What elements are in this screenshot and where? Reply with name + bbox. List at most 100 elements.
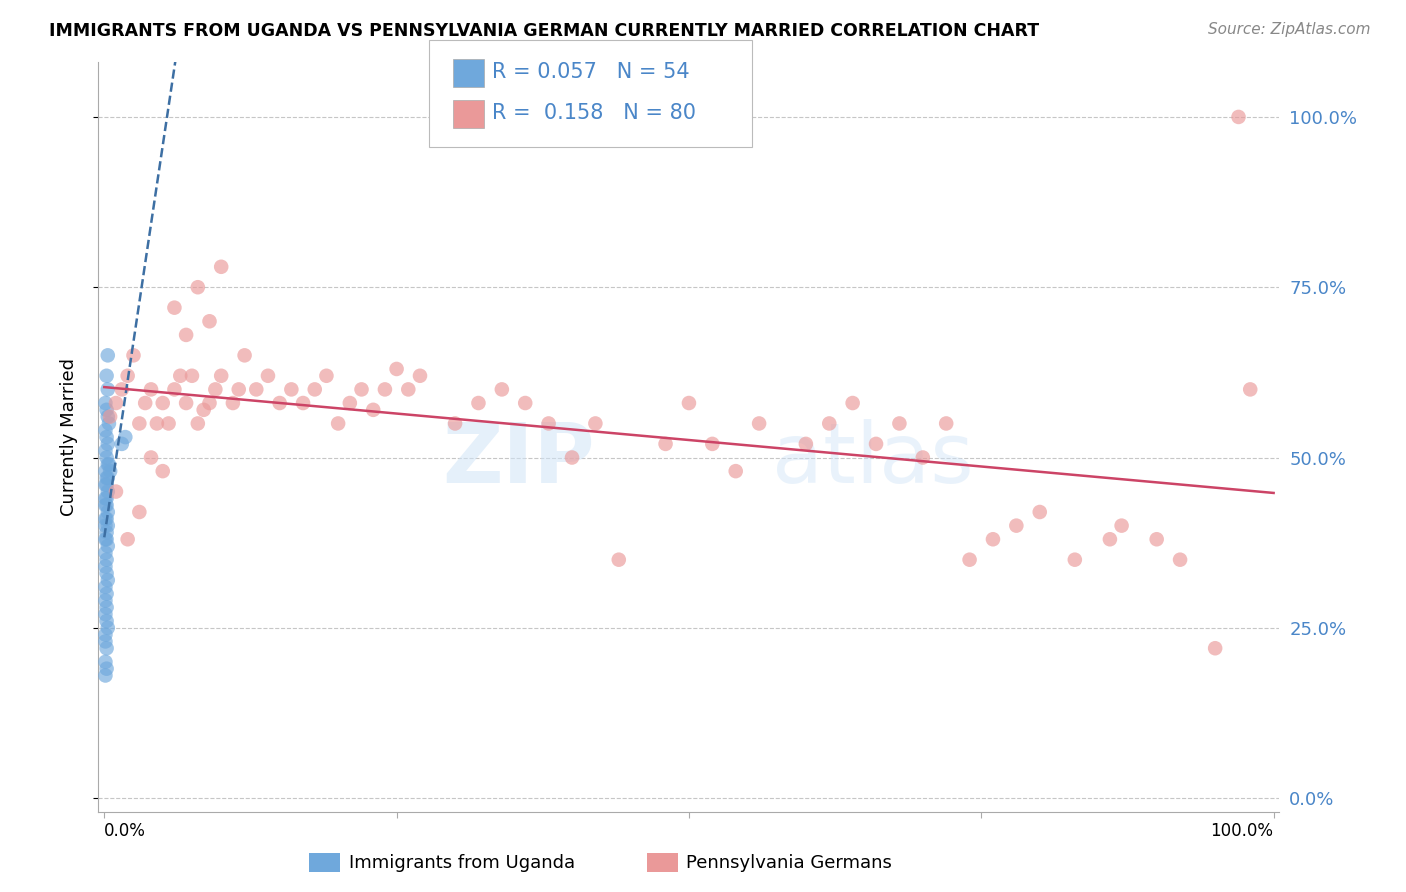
Point xyxy=(94,464,117,478)
Point xyxy=(315,368,337,383)
Text: Pennsylvania Germans: Pennsylvania Germans xyxy=(686,854,891,871)
Point xyxy=(96,641,118,656)
Point xyxy=(139,450,162,465)
Point xyxy=(748,417,770,431)
Point xyxy=(841,396,863,410)
Point xyxy=(245,383,267,397)
Point xyxy=(94,518,117,533)
Point xyxy=(959,552,981,566)
Text: Source: ZipAtlas.com: Source: ZipAtlas.com xyxy=(1208,22,1371,37)
Point xyxy=(97,471,120,485)
Point xyxy=(292,396,315,410)
Point xyxy=(96,662,118,676)
Text: Immigrants from Uganda: Immigrants from Uganda xyxy=(349,854,575,871)
Point xyxy=(174,396,197,410)
Point xyxy=(228,383,250,397)
Point xyxy=(911,450,934,465)
Point xyxy=(374,383,396,397)
Point xyxy=(1005,518,1028,533)
Point xyxy=(94,512,117,526)
Point xyxy=(97,518,120,533)
Point xyxy=(96,368,118,383)
Point xyxy=(96,552,118,566)
Point xyxy=(97,437,120,451)
Point xyxy=(181,368,204,383)
Point xyxy=(1063,552,1085,566)
Point xyxy=(169,368,191,383)
Point xyxy=(1239,383,1261,397)
Point xyxy=(94,477,117,491)
Point xyxy=(444,417,467,431)
Point xyxy=(97,539,120,553)
Point xyxy=(97,417,120,431)
Y-axis label: Currently Married: Currently Married xyxy=(59,358,77,516)
Point xyxy=(134,396,156,410)
Point xyxy=(94,559,117,574)
Point xyxy=(94,546,117,560)
Point xyxy=(1204,641,1226,656)
Point xyxy=(198,314,221,328)
Point xyxy=(128,417,150,431)
Point xyxy=(222,396,245,410)
Point xyxy=(96,512,118,526)
Point xyxy=(187,417,209,431)
Point xyxy=(94,423,117,437)
Point xyxy=(280,383,302,397)
Point xyxy=(94,668,117,682)
Point xyxy=(96,471,118,485)
Point xyxy=(94,443,117,458)
Point xyxy=(98,409,121,424)
Point xyxy=(583,417,606,431)
Point xyxy=(1111,518,1133,533)
Point xyxy=(702,437,724,451)
Point xyxy=(114,430,136,444)
Point xyxy=(139,383,162,397)
Point xyxy=(146,417,169,431)
Point xyxy=(193,402,215,417)
Point xyxy=(97,458,120,472)
Point xyxy=(96,533,118,547)
Point xyxy=(935,417,957,431)
Point xyxy=(981,533,1004,547)
Point xyxy=(818,417,841,431)
Point xyxy=(111,383,134,397)
Point xyxy=(865,437,887,451)
Point xyxy=(111,437,134,451)
Point xyxy=(104,484,127,499)
Point xyxy=(97,505,120,519)
Point xyxy=(96,525,118,540)
Text: R = 0.057   N = 54: R = 0.057 N = 54 xyxy=(492,62,690,82)
Point xyxy=(794,437,817,451)
Point xyxy=(1168,552,1191,566)
Point xyxy=(94,491,117,506)
Point xyxy=(104,396,127,410)
Point xyxy=(96,498,118,512)
Point xyxy=(96,402,118,417)
Point xyxy=(1098,533,1121,547)
Point xyxy=(607,552,630,566)
Point xyxy=(128,505,150,519)
Point xyxy=(97,573,120,587)
Point xyxy=(361,402,384,417)
Point xyxy=(1029,505,1052,519)
Point xyxy=(654,437,676,451)
Point xyxy=(724,464,747,478)
Point xyxy=(96,614,118,628)
Point xyxy=(561,450,583,465)
Point xyxy=(1146,533,1168,547)
Point xyxy=(97,383,120,397)
Point xyxy=(97,348,120,362)
Point xyxy=(350,383,373,397)
Point xyxy=(117,368,139,383)
Text: atlas: atlas xyxy=(772,419,973,500)
Point xyxy=(98,464,121,478)
Point xyxy=(409,368,432,383)
Point xyxy=(326,417,349,431)
Point xyxy=(163,301,186,315)
Point xyxy=(385,362,408,376)
Point xyxy=(233,348,256,362)
Point xyxy=(537,417,560,431)
Point xyxy=(467,396,489,410)
Point xyxy=(97,409,120,424)
Point xyxy=(209,368,232,383)
